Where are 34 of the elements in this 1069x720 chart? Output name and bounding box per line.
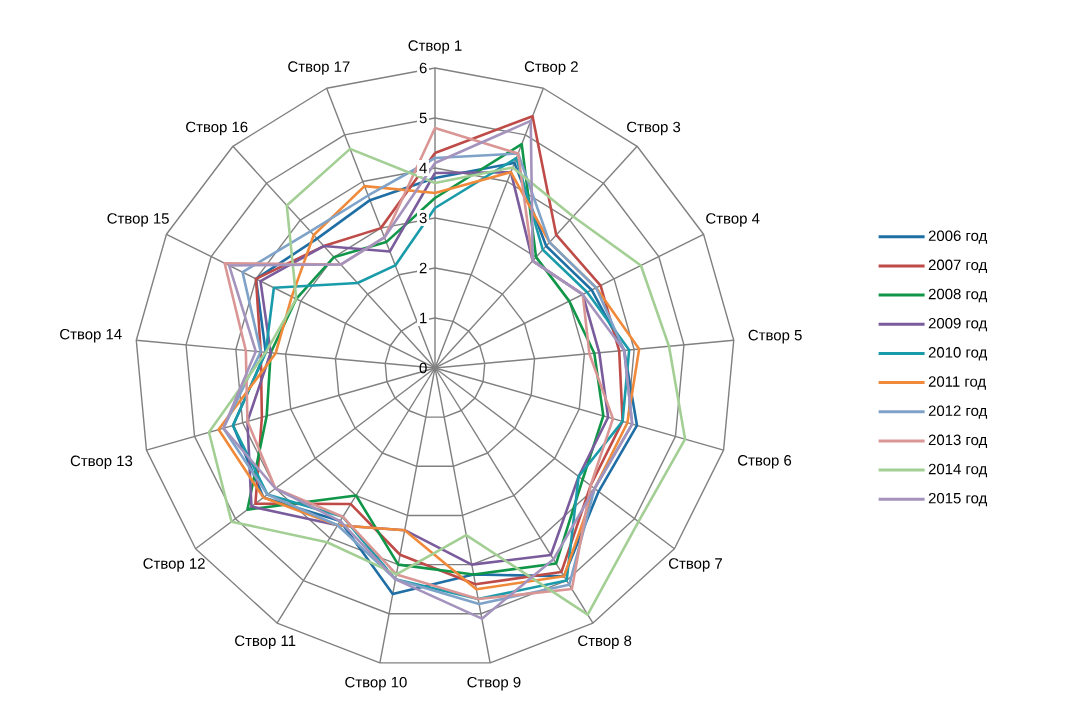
- spoke-label: Створ 16: [186, 121, 248, 136]
- spoke-label: Створ 5: [748, 329, 802, 344]
- spoke-label: Створ 14: [60, 328, 122, 343]
- legend-label: 2009 год: [928, 317, 988, 332]
- legend-label: 2012 год: [928, 405, 988, 419]
- legend-label: 2010 год: [928, 347, 988, 361]
- spoke-label: Створ 10: [345, 676, 407, 691]
- legend-label: 2008 год: [928, 288, 988, 303]
- spoke-label: Створ 15: [107, 213, 169, 227]
- spoke-label: Створ 6: [738, 455, 792, 469]
- y-tick-label: 4: [419, 162, 427, 174]
- spoke-label: Створ 9: [467, 676, 521, 691]
- spoke-label: Створ 11: [235, 635, 296, 649]
- y-tick-label: 6: [419, 62, 427, 74]
- legend-label: 2015 год: [928, 492, 988, 507]
- spoke-label: Створ 8: [578, 635, 632, 649]
- spoke-label: Створ 1: [408, 40, 462, 54]
- legend-label: 2014 год: [928, 463, 988, 478]
- legend-label: 2007 год: [928, 259, 988, 273]
- spoke-label: Створ 3: [627, 121, 681, 136]
- spoke-label: Створ 13: [70, 455, 133, 470]
- y-tick-label: 5: [419, 112, 427, 124]
- legend-label: 2011 год: [928, 376, 986, 390]
- spoke-label: Створ 2: [524, 61, 578, 75]
- y-tick-label: 3: [419, 212, 427, 224]
- y-tick-label: 2: [419, 262, 427, 274]
- spoke-label: Створ 7: [668, 558, 722, 572]
- spoke-label: Створ 4: [706, 213, 760, 227]
- legend-label: 2013 год: [928, 434, 988, 448]
- spoke-label: Створ 17: [288, 61, 350, 75]
- y-tick-label: 0: [419, 362, 427, 374]
- y-tick-label: 1: [420, 312, 427, 324]
- legend-label: 2006 год: [928, 230, 988, 244]
- spoke-label: Створ 12: [143, 558, 205, 572]
